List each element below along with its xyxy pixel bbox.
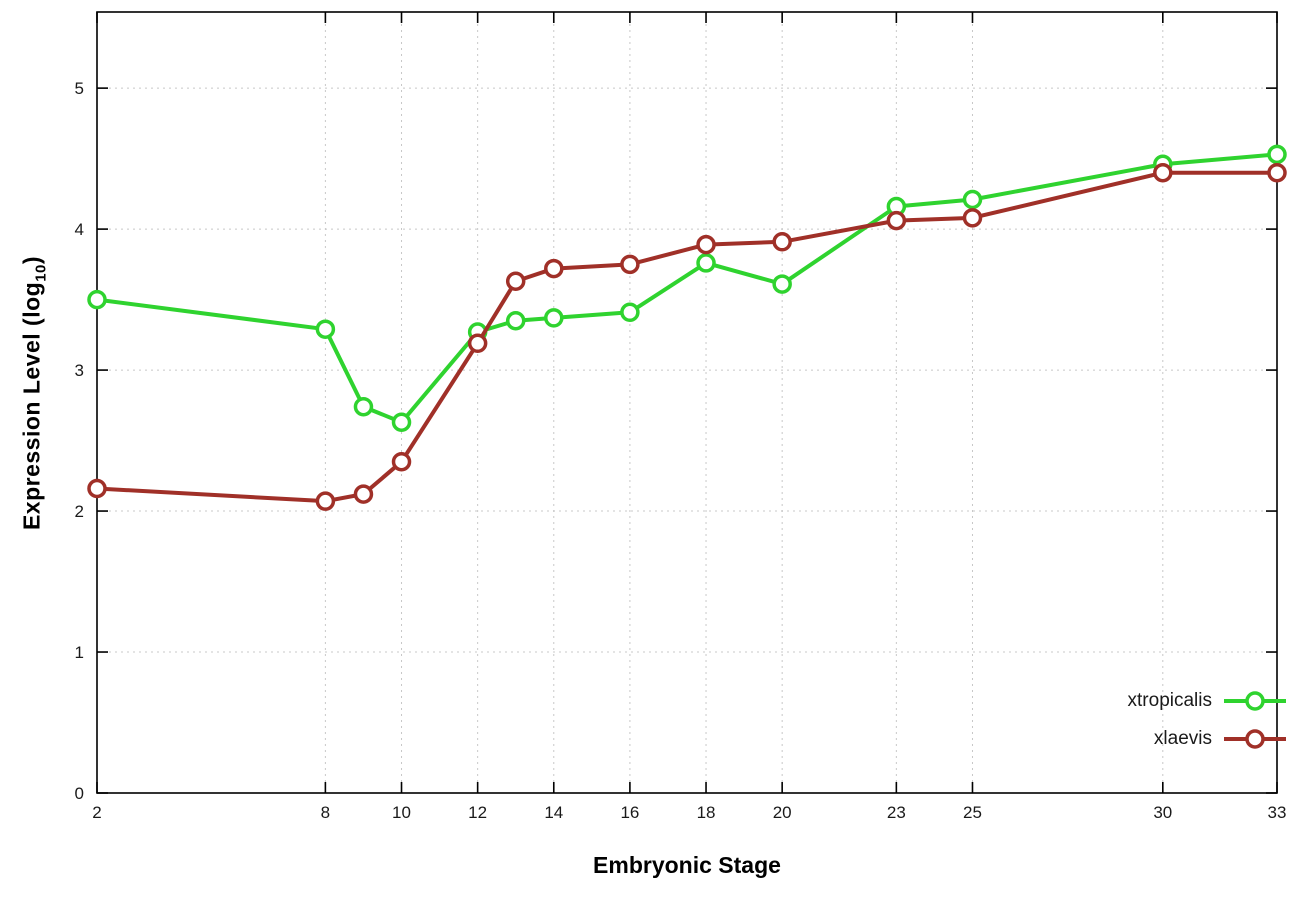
data-point-xtropicalis-stage-33 <box>1267 144 1287 165</box>
legend-label-xtropicalis: xtropicalis <box>1127 690 1212 711</box>
legend: xtropicalis xlaevis <box>1128 682 1288 758</box>
svg-text:14: 14 <box>544 803 563 822</box>
data-point-xtropicalis-stage-13 <box>505 310 526 331</box>
axes <box>96 11 1278 794</box>
legend-label-xlaevis: xlaevis <box>1153 728 1212 749</box>
svg-text:0: 0 <box>75 784 84 803</box>
svg-text:5: 5 <box>75 79 84 98</box>
svg-text:25: 25 <box>963 803 982 822</box>
data-point-xtropicalis-stage-9 <box>353 396 374 417</box>
data-point-xlaevis-stage-12 <box>467 333 488 354</box>
svg-text:2: 2 <box>92 803 101 822</box>
data-point-xlaevis-stage-25 <box>962 208 983 228</box>
legend-marker-xlaevis <box>1224 729 1286 749</box>
data-point-xlaevis-stage-9 <box>353 484 374 504</box>
svg-text:20: 20 <box>773 803 792 822</box>
data-point-xtropicalis-stage-2 <box>87 289 107 310</box>
data-point-xlaevis-stage-13 <box>505 271 526 292</box>
svg-text:33: 33 <box>1268 803 1287 822</box>
data-point-xtropicalis-stage-25 <box>962 189 983 210</box>
svg-text:23: 23 <box>887 803 906 822</box>
x-tick-labels: 2 8 10 12 14 16 18 20 23 25 30 33 <box>92 803 1286 822</box>
series-xtropicalis <box>87 144 1287 432</box>
data-point-xlaevis-stage-23 <box>886 210 907 231</box>
svg-text:18: 18 <box>697 803 716 822</box>
data-point-xlaevis-stage-2 <box>87 478 107 499</box>
data-point-xtropicalis-stage-16 <box>620 302 640 323</box>
data-point-xlaevis-stage-8 <box>315 491 336 511</box>
legend-row-xtropicalis: xtropicalis <box>1128 682 1288 720</box>
svg-text:8: 8 <box>321 803 330 822</box>
data-point-xtropicalis-stage-10 <box>391 412 412 432</box>
svg-text:12: 12 <box>468 803 487 822</box>
legend-row-xlaevis: xlaevis <box>1128 720 1288 758</box>
data-point-xlaevis-stage-20 <box>772 232 792 252</box>
legend-marker-xtropicalis <box>1224 691 1286 711</box>
svg-text:1: 1 <box>75 643 84 662</box>
y-axis-title-text: Expression Level (log <box>18 281 45 531</box>
data-point-xtropicalis-stage-8 <box>315 319 336 339</box>
y-axis-title-subscript: 10 <box>32 264 50 282</box>
x-axis-title: Embryonic Stage <box>593 852 781 878</box>
data-point-xlaevis-stage-18 <box>696 234 716 255</box>
y-axis-title-close: ) <box>18 255 45 265</box>
svg-text:3: 3 <box>75 361 84 380</box>
data-point-xlaevis-stage-16 <box>620 254 640 275</box>
svg-text:16: 16 <box>620 803 639 822</box>
data-point-xtropicalis-stage-14 <box>544 308 564 328</box>
svg-text:10: 10 <box>392 803 411 822</box>
data-point-xlaevis-stage-10 <box>391 451 412 472</box>
svg-text:2: 2 <box>75 502 84 521</box>
data-point-xtropicalis-stage-20 <box>772 274 792 294</box>
data-point-xlaevis-stage-30 <box>1153 162 1173 183</box>
series-xlaevis <box>87 162 1287 511</box>
data-point-xtropicalis-stage-18 <box>696 253 716 273</box>
gridlines <box>97 12 1278 793</box>
y-tick-labels: 0 1 2 3 4 5 <box>75 79 84 803</box>
svg-text:30: 30 <box>1153 803 1172 822</box>
y-axis-title: Expression Level (log10) <box>19 256 50 530</box>
data-point-xlaevis-stage-14 <box>544 258 564 279</box>
data-point-xlaevis-stage-33 <box>1267 162 1287 183</box>
svg-text:4: 4 <box>75 220 84 239</box>
